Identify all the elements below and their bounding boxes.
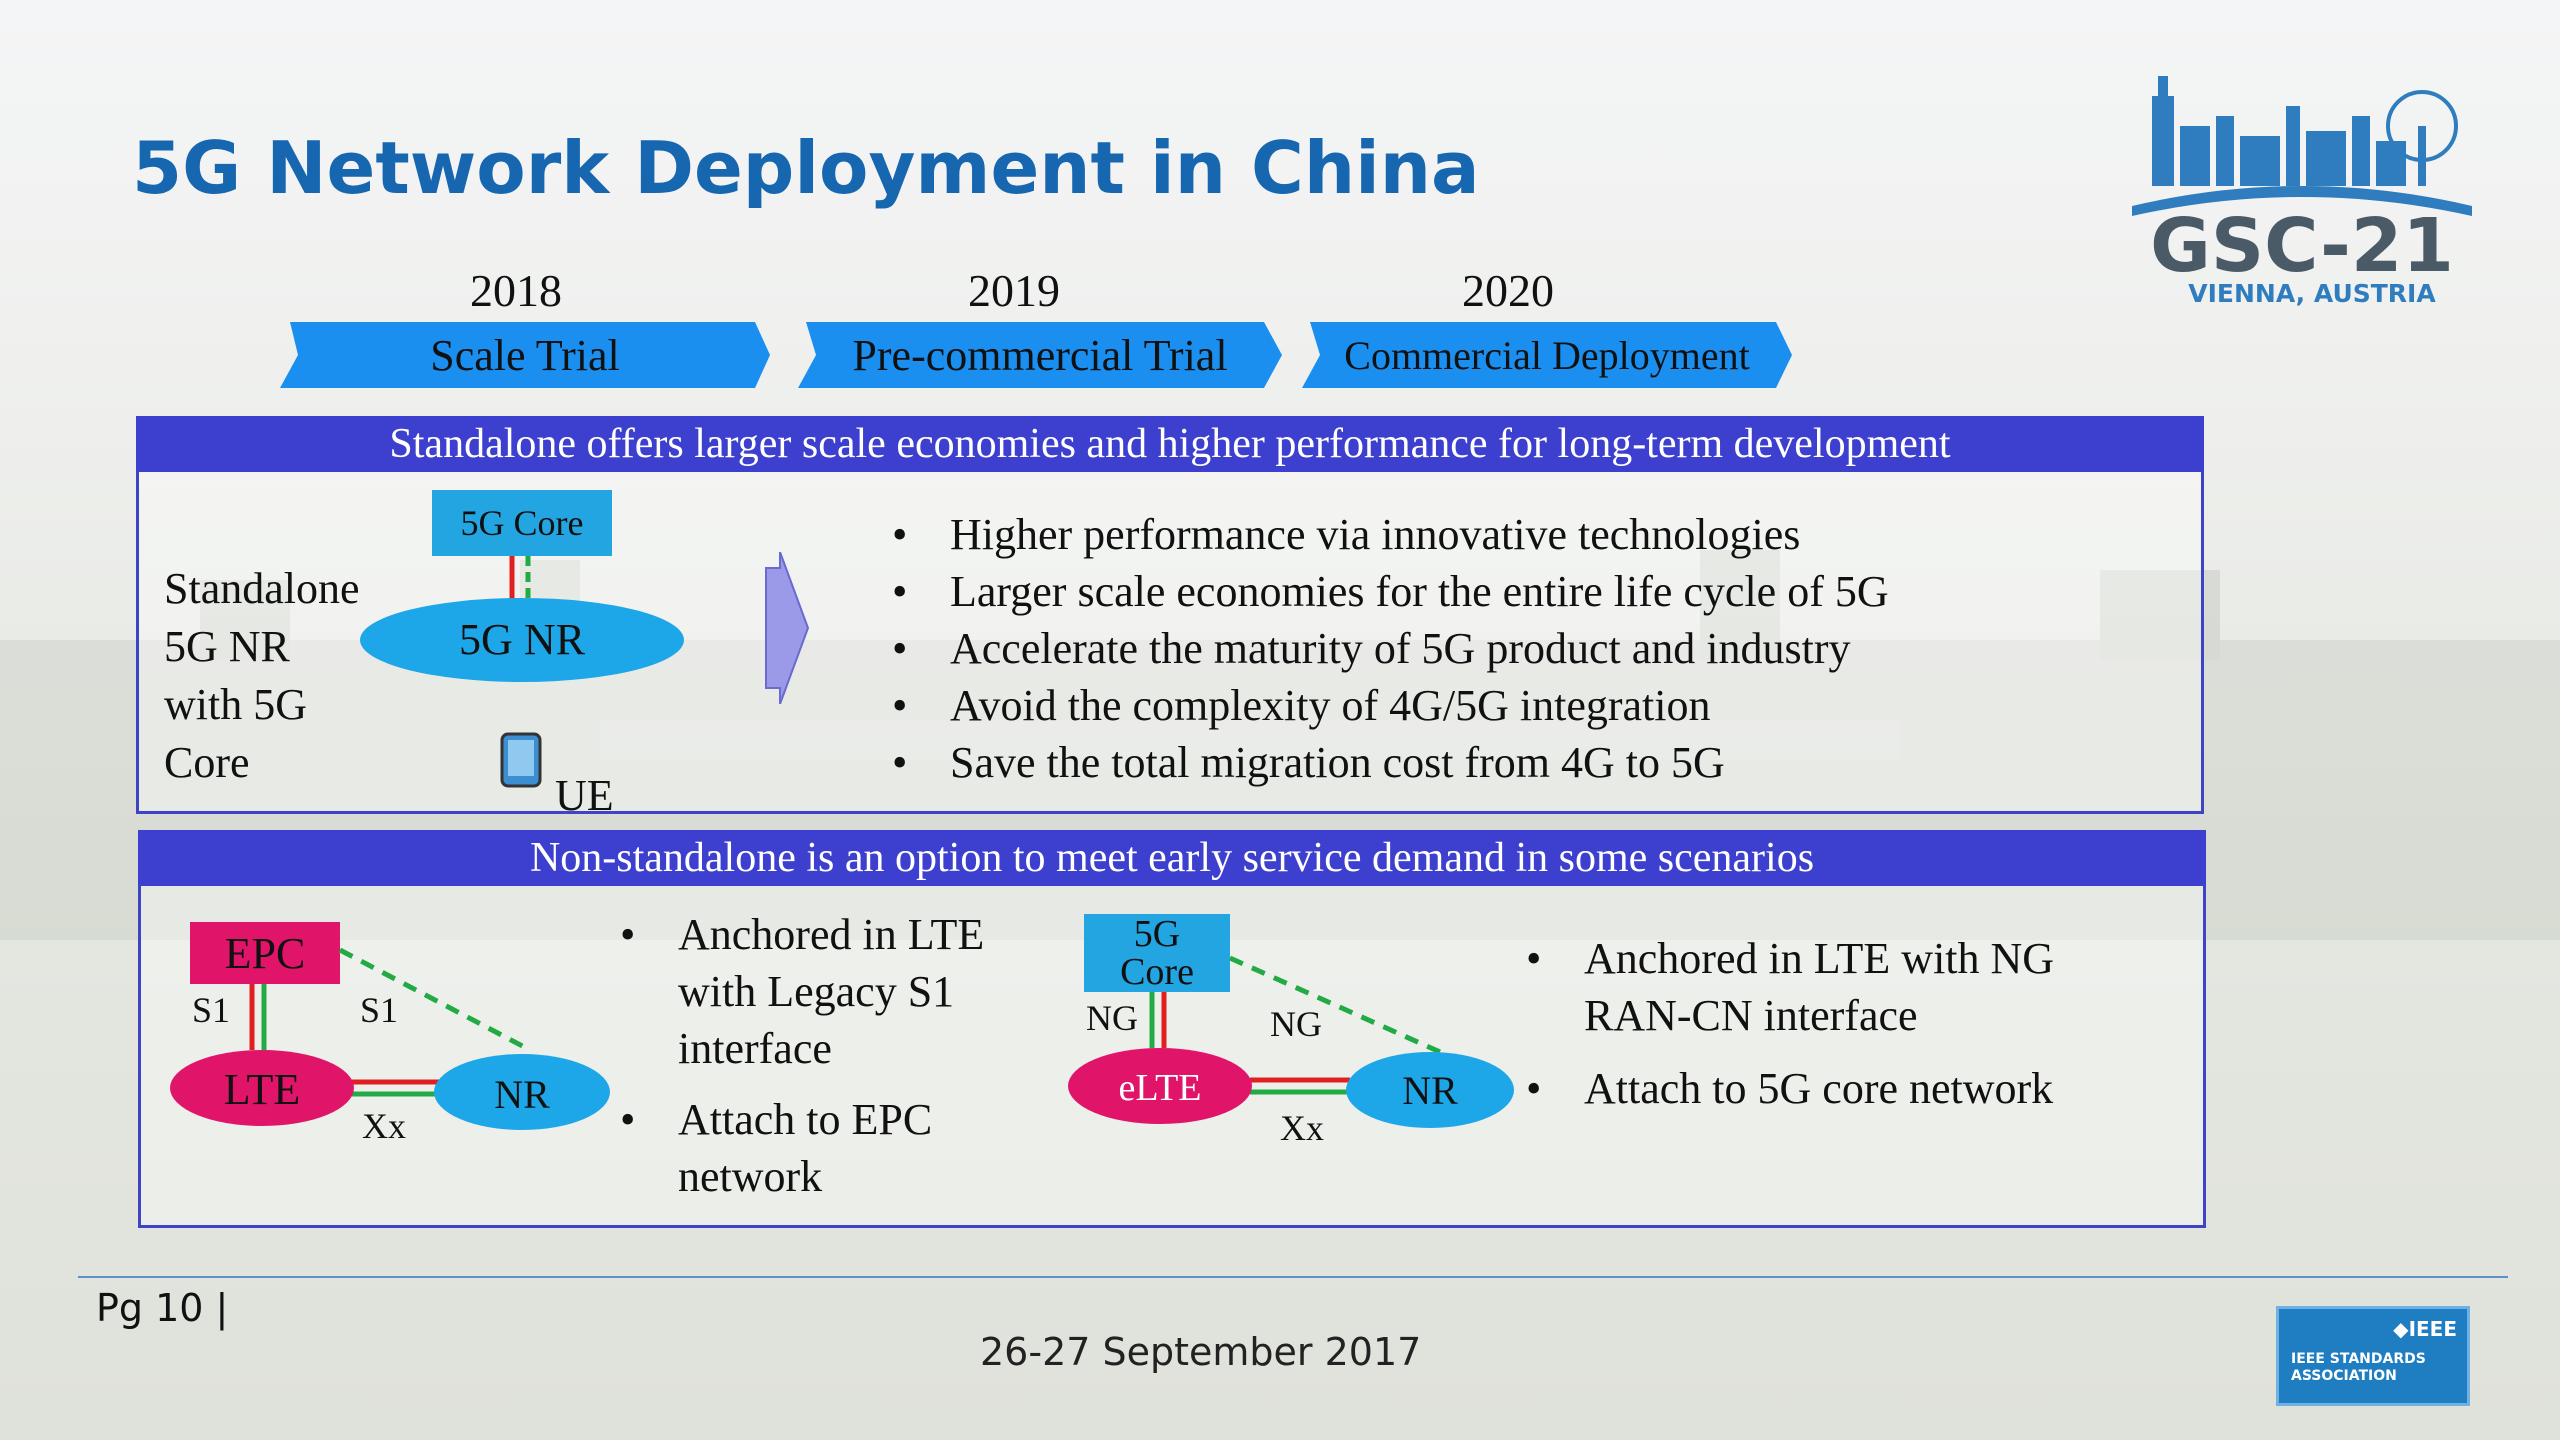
- arrow-right-icon: [765, 552, 810, 704]
- event-date: 26-27 September 2017: [980, 1330, 1422, 1374]
- non-standalone-panel: Non-standalone is an option to meet earl…: [138, 830, 2206, 1228]
- timeline-phase-arrow: Pre-commercial Trial: [798, 322, 1282, 388]
- xx-label: Xx: [1280, 1108, 1324, 1148]
- 5g-nr-ellipse: [360, 598, 684, 682]
- ieee-sa-logo: ◆IEEE IEEE STANDARDS ASSOCIATION: [2276, 1306, 2470, 1406]
- list-item: Accelerate the maturity of 5G product an…: [888, 620, 1889, 677]
- standalone-diagram: 5G Core 5G NR UE: [360, 490, 684, 820]
- timeline-year: 2020: [1462, 265, 1554, 316]
- standalone-label-line: Core: [164, 738, 250, 787]
- standalone-header: Standalone offers larger scale economies…: [136, 416, 2204, 472]
- 5g-core-label: 5G Core: [461, 503, 584, 543]
- ue-label: UE: [555, 771, 614, 820]
- standalone-bullet-list: Higher performance via innovative techno…: [888, 506, 1889, 791]
- 5g-core-box: [1084, 914, 1230, 992]
- s1-right-label: S1: [360, 990, 398, 1030]
- phase-label: Pre-commercial Trial: [852, 330, 1228, 380]
- non-standalone-header: Non-standalone is an option to meet earl…: [138, 830, 2206, 886]
- nr-label: NR: [494, 1072, 550, 1117]
- phase-label: Commercial Deployment: [1344, 332, 1750, 378]
- nr-label: NR: [1402, 1068, 1458, 1113]
- ieee-brand: ◆IEEE: [2393, 1317, 2457, 1341]
- list-item: Avoid the complexity of 4G/5G integratio…: [888, 677, 1889, 734]
- footer-divider: [78, 1276, 2508, 1278]
- ng-right-label: NG: [1270, 1004, 1322, 1044]
- gsc21-logo: GSC-21 VIENNA, AUSTRIA: [2132, 76, 2472, 306]
- timeline-phase-arrow: Commercial Deployment: [1302, 322, 1792, 388]
- core-label-line1: 5G: [1134, 913, 1180, 955]
- timeline-phase-arrow: Scale Trial: [280, 322, 770, 388]
- phase-label: Scale Trial: [430, 330, 620, 380]
- lte-label: LTE: [224, 1065, 301, 1114]
- core-label-line2: Core: [1120, 951, 1194, 993]
- xx-label: Xx: [362, 1106, 406, 1146]
- ieee-sa-text: IEEE STANDARDS ASSOCIATION: [2291, 1351, 2426, 1384]
- list-item: Higher performance via innovative techno…: [888, 506, 1889, 563]
- standalone-label-line: with 5G: [164, 680, 307, 729]
- nr-ellipse: [434, 1054, 610, 1130]
- epc-label: EPC: [225, 929, 306, 978]
- standalone-label-line: Standalone: [164, 564, 360, 613]
- nsa-epc-diagram: EPC S1 S1 LTE NR Xx: [170, 922, 610, 1146]
- logo-location: VIENNA, AUSTRIA: [2188, 279, 2436, 306]
- 5g-core-box: [432, 490, 612, 556]
- 5g-nr-label: 5G NR: [459, 615, 586, 664]
- elte-label: eLTE: [1118, 1067, 1201, 1109]
- lte-ellipse: [170, 1050, 354, 1126]
- logo-name: GSC-21: [2150, 203, 2454, 289]
- list-item: Larger scale economies for the entire li…: [888, 563, 1889, 620]
- timeline-year: 2018: [470, 265, 562, 316]
- timeline-year: 2019: [968, 265, 1060, 316]
- nsa-5gc-diagram: 5G Core NG NG eLTE NR Xx: [1068, 913, 1514, 1148]
- standalone-label-line: 5G NR: [164, 622, 290, 671]
- epc-box: [190, 922, 340, 984]
- ng-left-label: NG: [1086, 998, 1138, 1038]
- list-item: Attach to 5G core network: [1522, 1060, 2054, 1117]
- nr-ellipse: [1346, 1052, 1514, 1128]
- s1-left-label: S1: [192, 990, 230, 1030]
- elte-ellipse: [1068, 1048, 1252, 1124]
- page-number: Pg 10 |: [96, 1286, 229, 1330]
- slide-title: 5G Network Deployment in China: [132, 126, 1480, 210]
- list-item: Save the total migration cost from 4G to…: [888, 734, 1889, 791]
